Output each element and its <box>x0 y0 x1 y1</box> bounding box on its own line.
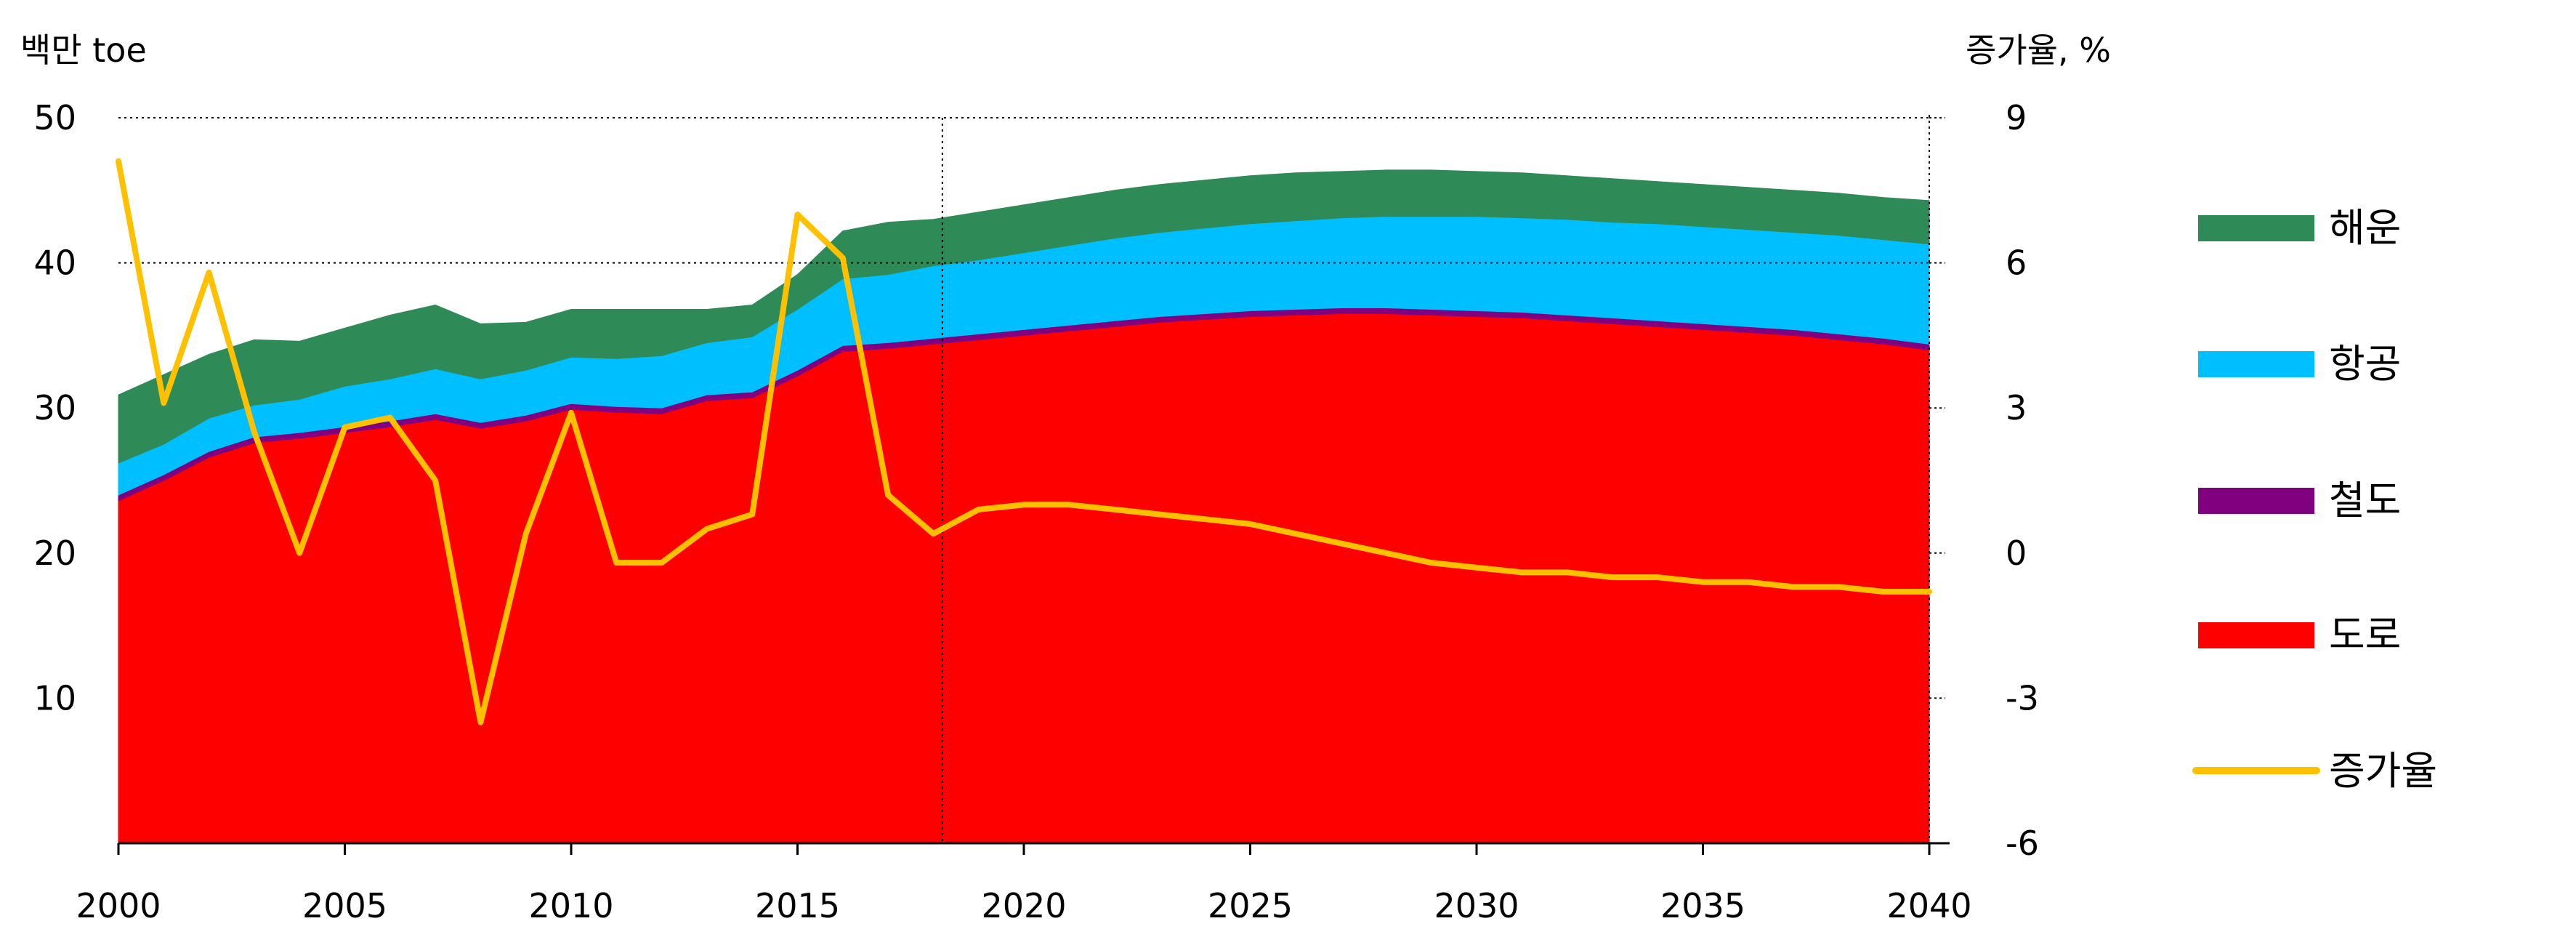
x-tick-label-8: 2040 <box>1886 886 1971 925</box>
x-tick-label-6: 2030 <box>1434 886 1519 925</box>
right-unit-label: 증가율, % <box>1966 31 2111 70</box>
legend-label-3: 도로 <box>2329 612 2401 658</box>
x-tick-label-0: 2000 <box>76 886 161 925</box>
legend-label-0: 해운 <box>2329 205 2401 251</box>
x-tick-label-3: 2015 <box>755 886 840 925</box>
legend-swatch-1 <box>2198 351 2314 377</box>
legend-swatch-2 <box>2198 488 2314 514</box>
axes <box>117 115 1950 855</box>
growth-rate-line <box>116 158 1932 725</box>
legend-label-2: 철도 <box>2329 478 2401 523</box>
right-y-tick-label-0: -6 <box>2006 824 2039 863</box>
left-y-tick-label-4: 50 <box>33 98 76 137</box>
left-y-tick-label-3: 40 <box>33 244 76 283</box>
right-y-tick-label-2: 0 <box>2006 534 2027 573</box>
x-tick-label-7: 2035 <box>1660 886 1745 925</box>
x-tick-label-4: 2020 <box>981 886 1066 925</box>
right-y-tick-label-1: -3 <box>2006 678 2039 717</box>
right-y-tick-label-4: 6 <box>2006 244 2027 283</box>
legend-swatch-0 <box>2198 215 2314 241</box>
left-y-tick-label-2: 30 <box>33 388 76 427</box>
legend-swatch-3 <box>2198 622 2314 648</box>
right-y-tick-label-3: 3 <box>2006 388 2027 427</box>
legend-label-1: 항공 <box>2329 341 2401 387</box>
left-y-tick-label-1: 20 <box>33 534 76 573</box>
right-y-tick-label-5: 9 <box>2006 98 2027 137</box>
x-tick-label-2: 2010 <box>528 886 613 925</box>
left-unit-label: 백만 toe <box>20 31 147 70</box>
x-tick-label-1: 2005 <box>302 886 387 925</box>
legend-label-4: 증가율 <box>2329 748 2437 794</box>
growth-rate-polyline <box>116 158 1932 725</box>
left-y-tick-label-0: 10 <box>33 678 76 717</box>
stacked-areas <box>118 169 1930 844</box>
x-tick-label-5: 2025 <box>1208 886 1293 925</box>
